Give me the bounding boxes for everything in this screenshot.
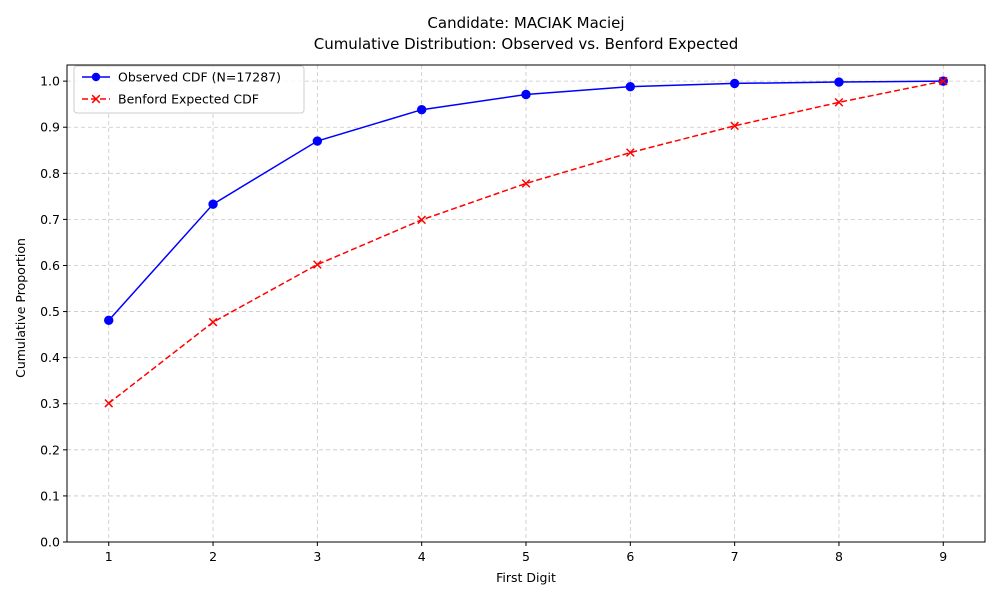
x-tick-label: 1 xyxy=(105,549,113,564)
data-point xyxy=(208,199,218,209)
x-tick-label: 9 xyxy=(939,549,947,564)
legend-label: Observed CDF (N=17287) xyxy=(118,70,281,85)
y-tick-label: 1.0 xyxy=(40,74,60,89)
chart-title-line1: Candidate: MACIAK Maciej xyxy=(427,14,624,32)
legend-label: Benford Expected CDF xyxy=(118,92,259,107)
data-point xyxy=(521,89,531,100)
y-tick-label: 0.2 xyxy=(40,442,60,457)
data-point xyxy=(625,81,636,92)
y-axis-label: Cumulative Proportion xyxy=(13,238,28,378)
data-point xyxy=(730,121,739,131)
data-point xyxy=(417,215,427,225)
x-tick-label: 5 xyxy=(522,549,530,564)
data-point xyxy=(938,76,948,86)
y-tick-label: 0.8 xyxy=(40,166,60,181)
legend-swatch-marker xyxy=(91,72,101,82)
data-point xyxy=(208,317,218,327)
grid-layer xyxy=(67,65,985,543)
data-point xyxy=(834,77,844,87)
data-point xyxy=(104,398,114,408)
y-tick-label: 0.5 xyxy=(40,304,60,319)
y-tick-label: 0.0 xyxy=(40,535,60,550)
y-tick-label: 0.7 xyxy=(40,212,60,227)
y-tick-label: 0.1 xyxy=(40,488,60,503)
y-tick-label: 0.6 xyxy=(40,258,60,273)
data-point xyxy=(521,179,531,188)
y-tick-label: 0.4 xyxy=(40,350,60,365)
x-axis-label: First Digit xyxy=(496,570,556,585)
legend-box xyxy=(73,65,305,114)
y-tick-label: 0.9 xyxy=(40,120,60,135)
data-point xyxy=(312,136,323,146)
series-layer xyxy=(104,76,948,408)
data-point xyxy=(313,260,322,269)
chart-title-line2: Cumulative Distribution: Observed vs. Be… xyxy=(314,35,739,53)
x-tick-label: 8 xyxy=(835,549,843,564)
legend-item-0: Observed CDF (N=17287) xyxy=(82,70,281,85)
data-point xyxy=(416,105,427,115)
axes-layer: 1 2 3 4 5 6 7 8 9 0.0 0.1 0.2 0.3 0.4 0.5 0.6 0.7 0.8 0.9 1… xyxy=(40,64,986,564)
data-point xyxy=(104,315,114,326)
legend: Observed CDF (N=17287) Benford Expected C… xyxy=(73,65,305,114)
x-tick-label: 2 xyxy=(209,549,217,564)
series-1 xyxy=(104,76,948,408)
series-line xyxy=(108,80,944,404)
data-point xyxy=(729,78,740,89)
data-point xyxy=(834,98,844,107)
x-tick-label: 3 xyxy=(313,549,321,564)
legend-item-1: Benford Expected CDF xyxy=(82,92,259,107)
legend-swatch-marker xyxy=(91,94,101,104)
x-tick-label: 6 xyxy=(626,549,634,564)
x-tick-label: 4 xyxy=(418,549,426,564)
x-tick-label: 7 xyxy=(731,549,739,564)
y-tick-label: 0.3 xyxy=(40,396,60,411)
data-point xyxy=(625,148,635,157)
